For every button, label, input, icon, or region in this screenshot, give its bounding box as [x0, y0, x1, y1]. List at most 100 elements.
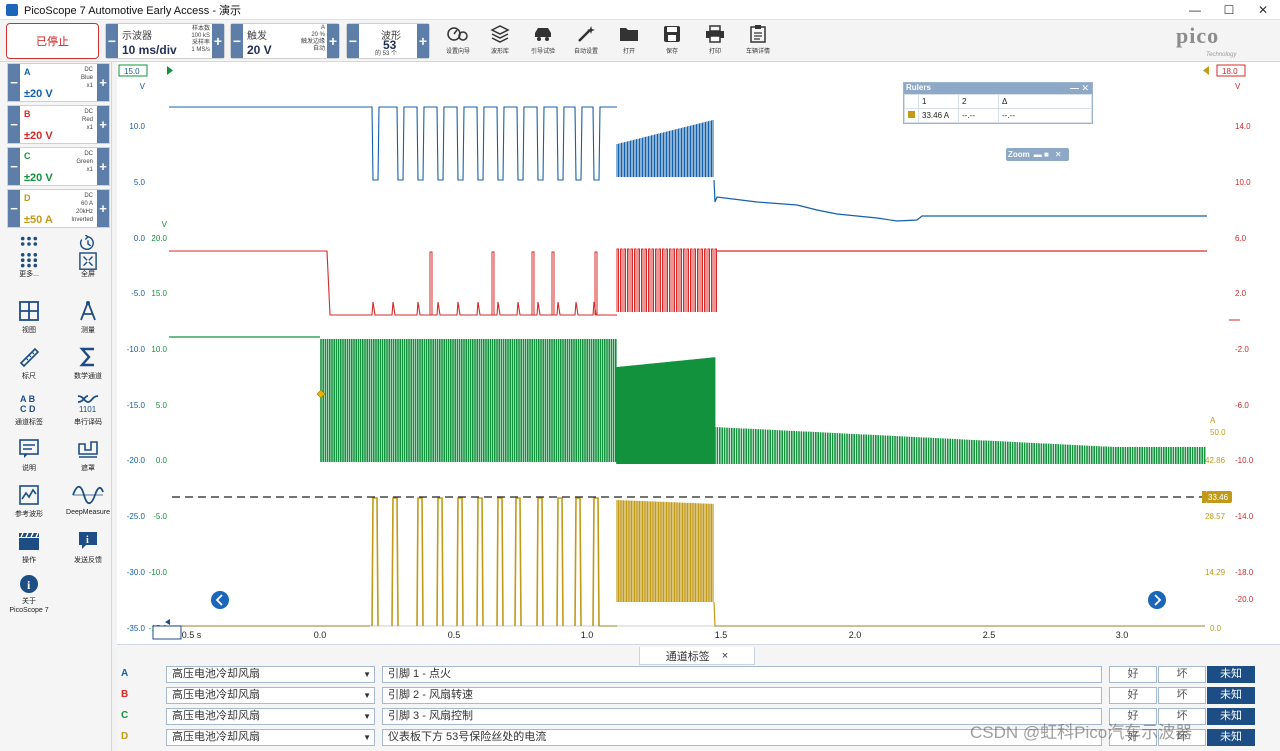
channel-c-range-decrease[interactable]: − [8, 148, 20, 185]
views-button[interactable]: 视图 [3, 300, 55, 344]
status-bad-button[interactable]: 坏 [1158, 708, 1206, 725]
maximize-button[interactable]: ☐ [1223, 3, 1235, 17]
feedback-button[interactable]: i 发送反馈 [62, 530, 114, 574]
channel-b-trace [169, 250, 617, 316]
channel-letter: A [121, 668, 129, 679]
auto-setup-button[interactable]: 自动设置 [566, 22, 606, 60]
axis-c-tick: -18.0 [1235, 568, 1254, 577]
channel-a-range-increase[interactable]: + [97, 64, 109, 101]
mask-icon [78, 441, 98, 458]
trigger-marker[interactable] [316, 389, 326, 399]
channel-letter: B [121, 689, 129, 700]
channel-d-settings[interactable]: − D DC 60 A 20kHz Inverted ±50 A + [7, 189, 110, 228]
status-good-button[interactable]: 好 [1109, 666, 1157, 683]
channel-b-pulse [429, 251, 433, 315]
channel-c-scale-marker[interactable]: 18.0 [1203, 64, 1246, 77]
fullscreen-icon [79, 235, 97, 270]
status-good-button[interactable]: 好 [1109, 687, 1157, 704]
channel-b-range-decrease[interactable]: − [8, 106, 20, 143]
component-select[interactable]: 高压电池冷却风扇 ▼ [166, 687, 375, 704]
pin-description-field[interactable]: 引脚 3 - 风扇控制 [382, 708, 1102, 725]
ruler-value-tag[interactable]: 33.46 [1202, 491, 1232, 503]
mask-button[interactable]: 遮罩 [62, 438, 114, 482]
status-unknown-button[interactable]: 未知 [1207, 666, 1255, 683]
channel-d-pulse [592, 497, 600, 627]
actions-button[interactable]: 操作 [3, 530, 55, 574]
folder-icon [620, 28, 638, 41]
channel-b-range-increase[interactable]: + [97, 106, 109, 143]
reference-waveforms-button[interactable]: 参考波形 [3, 484, 55, 528]
status-bad-button[interactable]: 坏 [1158, 729, 1206, 746]
about-button[interactable]: i 关于 PicoScope 7 [3, 574, 55, 624]
status-unknown-button[interactable]: 未知 [1207, 729, 1255, 746]
status-good-button[interactable]: 好 [1109, 708, 1157, 725]
setup-guide-button[interactable]: 设置向导 [438, 22, 478, 60]
notes-icon [19, 439, 39, 458]
pin-description-field[interactable]: 引脚 1 - 点火 [382, 666, 1102, 683]
zoom-overview[interactable]: Zoom ▬ ■ ✕ [1006, 148, 1069, 161]
open-button[interactable]: 打开 [609, 22, 649, 60]
pin-description-field[interactable]: 引脚 2 - 风扇转速 [382, 687, 1102, 704]
channel-labels-tab[interactable]: 通道标签 × [639, 647, 755, 665]
zoom-close-icon[interactable]: ✕ [1054, 150, 1062, 159]
waveform-next-button[interactable]: + [417, 24, 429, 58]
timebase-increase-button[interactable]: + [212, 24, 224, 58]
channel-a-settings[interactable]: − A DC Blue x1 ±20 V + [7, 63, 110, 102]
tab-close-icon[interactable]: × [721, 649, 729, 662]
minimize-button[interactable]: — [1189, 3, 1201, 17]
channel-c-range-increase[interactable]: + [97, 148, 109, 185]
channel-b-settings[interactable]: − B DC Red x1 ±20 V + [7, 105, 110, 144]
channel-d-pulse [514, 497, 522, 627]
status-bad-button[interactable]: 坏 [1158, 687, 1206, 704]
serial-decoding-button[interactable]: 1101 串行译码 [62, 392, 114, 436]
waveform-library-button[interactable]: 波形库 [480, 22, 520, 60]
trigger-level[interactable]: 20 V [247, 43, 272, 57]
measurements-button[interactable]: 测量 [62, 300, 114, 344]
timebase-value[interactable]: 10 ms/div [122, 43, 177, 57]
deepmeasure-button[interactable]: DeepMeasure [62, 484, 114, 528]
component-select[interactable]: 高压电池冷却风扇 ▼ [166, 666, 375, 683]
next-waveform-arrow[interactable] [1148, 591, 1166, 609]
more-button[interactable]: 更多... [3, 235, 55, 279]
status-unknown-button[interactable]: 未知 [1207, 687, 1255, 704]
waveform-plot[interactable]: V 10.0 5.0 0.0 -5.0 -10.0 -15.0 -20.0 -2… [117, 62, 1280, 644]
save-button[interactable]: 保存 [652, 22, 692, 60]
axis-b-tick: 5.0 [156, 401, 168, 410]
run-stop-button[interactable]: 已停止 [6, 23, 99, 59]
channel-d-range-decrease[interactable]: − [8, 190, 20, 227]
scope-view[interactable]: V 10.0 5.0 0.0 -5.0 -10.0 -15.0 -20.0 -2… [117, 62, 1280, 644]
window-title: PicoScope 7 Automotive Early Access - 演示 [24, 4, 242, 17]
component-select[interactable]: 高压电池冷却风扇 ▼ [166, 708, 375, 725]
svg-text:1101: 1101 [79, 405, 97, 414]
component-select[interactable]: 高压电池冷却风扇 ▼ [166, 729, 375, 746]
print-button[interactable]: 打印 [695, 22, 735, 60]
vehicle-details-button[interactable]: 车辆详情 [738, 22, 778, 60]
close-button[interactable]: ✕ [1257, 3, 1269, 17]
time-ruler-handle[interactable] [152, 619, 182, 640]
rulers-close-icon[interactable]: — ✕ [1069, 83, 1089, 93]
guided-test-button[interactable]: 引导试验 [523, 22, 563, 60]
trigger-decrease-button[interactable]: − [231, 24, 243, 58]
trigger-increase-button[interactable]: + [327, 24, 339, 58]
channel-d-range-increase[interactable]: + [97, 190, 109, 227]
status-bad-button[interactable]: 坏 [1158, 666, 1206, 683]
math-channels-button[interactable]: 数学通道 [62, 346, 114, 390]
left-panel: − A DC Blue x1 ±20 V + − B DC Red x1 ±20 V +… [0, 62, 112, 751]
zoom-bar-icon: ▬ ■ [1033, 150, 1049, 159]
waveform-prev-button[interactable]: − [347, 24, 359, 58]
channel-a-range-decrease[interactable]: − [8, 64, 20, 101]
axis-d-unit: A [1210, 416, 1216, 425]
previous-waveform-arrow[interactable] [211, 591, 229, 609]
status-unknown-button[interactable]: 未知 [1207, 708, 1255, 725]
fullscreen-button[interactable]: 全屏 [62, 235, 114, 279]
channel-c-settings[interactable]: − C DC Green x1 ±20 V + [7, 147, 110, 186]
timebase-decrease-button[interactable]: − [106, 24, 118, 58]
channel-a-scale-marker[interactable]: 15.0 [118, 64, 173, 77]
status-good-button[interactable]: 好 [1109, 729, 1157, 746]
notes-button[interactable]: 说明 [3, 438, 55, 482]
rulers-button[interactable]: 标尺 [3, 346, 55, 390]
waveform-index[interactable]: 53 [383, 38, 397, 52]
pin-description-field[interactable]: 仪表板下方 53号保险丝处的电流 [382, 729, 1102, 746]
